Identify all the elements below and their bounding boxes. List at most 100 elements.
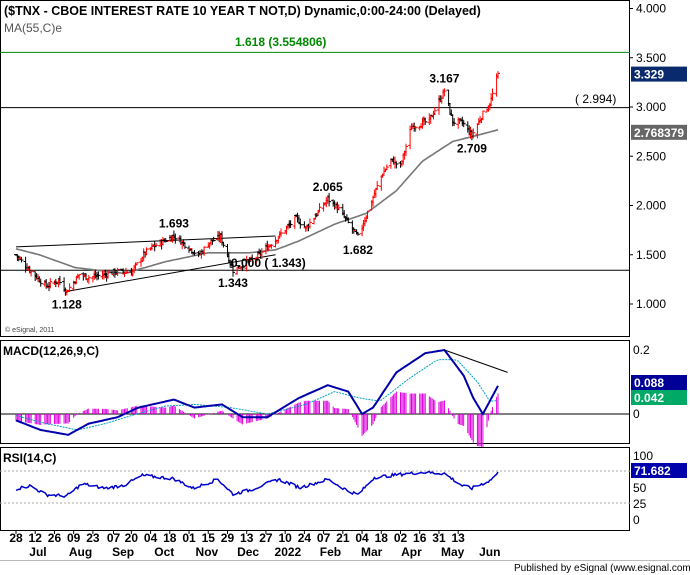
date-tick-label: 10 (278, 531, 292, 545)
price-axis-tick: 1.500 (636, 248, 666, 262)
date-tick-label: 29 (221, 531, 235, 545)
macd-axis-tick: 0.2 (633, 343, 650, 357)
date-tick-label: 28 (9, 531, 23, 545)
price-bar (346, 217, 351, 224)
price-bar (66, 291, 71, 293)
price-bar (29, 270, 34, 277)
price-bar (336, 204, 341, 210)
macd-panel (0, 340, 630, 444)
price-swing-label: 1.128 (52, 297, 82, 311)
month-label: Sep (112, 545, 134, 559)
month-label: Jun (479, 545, 500, 559)
price-bar (38, 278, 43, 287)
rsi-value-tag-box (631, 463, 687, 478)
rsi-axis-tick: 100 (633, 449, 653, 463)
signal-value-tag: 0.042 (634, 391, 664, 405)
chart-title: ($TNX - CBOE INTEREST RATE 10 YEAR T NOT… (4, 4, 481, 18)
price-bar (259, 248, 264, 259)
price-bar (144, 247, 149, 256)
price-bar (134, 262, 139, 266)
price-bar (375, 181, 380, 191)
month-label: Nov (196, 545, 219, 559)
rsi-axis-tick: 50 (633, 481, 647, 495)
price-axis-tick: 2.500 (636, 149, 666, 163)
fib-label: 1.618 (3.554806) (235, 35, 326, 49)
price-bar (250, 254, 255, 261)
macd-signal-line (15, 359, 499, 431)
date-tick-label: 24 (298, 531, 312, 545)
footer-text: Published by eSignal (www.esignal.com) (514, 563, 690, 574)
date-tick-label: 21 (336, 531, 350, 545)
month-label: Jul (29, 545, 46, 559)
price-swing-label: 1.343 (218, 276, 248, 290)
rsi-axis-tick: 0 (633, 513, 640, 527)
price-bar (413, 126, 418, 132)
price-bar (475, 123, 480, 139)
price-bar (115, 267, 120, 276)
date-tick-label: 13 (240, 531, 254, 545)
price-bar (182, 242, 187, 249)
date-tick-label: 16 (413, 531, 427, 545)
macd-panel-label: MACD(12,26,9,C) (3, 344, 99, 358)
month-label: Mar (361, 545, 383, 559)
price-bar (96, 271, 101, 280)
price-bar (365, 210, 370, 219)
price-bar (452, 118, 457, 126)
date-tick-label: 18 (163, 531, 177, 545)
last-price-tag: 3.329 (634, 68, 664, 82)
price-bar (57, 275, 62, 285)
month-label: Apr (401, 545, 422, 559)
support-line-label: 0.000 ( 1.343) (231, 256, 306, 270)
price-swing-label: 1.693 (159, 217, 189, 231)
price-bar (371, 196, 375, 207)
date-tick-label: 27 (259, 531, 273, 545)
price-axis-tick: 3.500 (636, 51, 666, 65)
macd-value-tag-box (631, 375, 687, 390)
price-swing-label: 2.709 (457, 142, 487, 156)
price-bar (461, 119, 466, 128)
date-tick-label: 04 (355, 531, 369, 545)
price-bar (19, 256, 24, 263)
price-bar (317, 203, 322, 213)
price-bar (480, 110, 485, 121)
macd-line (15, 348, 499, 436)
price-bar (181, 239, 186, 247)
month-label: May (441, 545, 465, 559)
price-bar (394, 162, 399, 169)
price-bar (355, 231, 360, 236)
rsi-axis-tick: 25 (633, 497, 647, 511)
price-bar (449, 109, 454, 116)
price-panel (0, 0, 630, 337)
price-bar (384, 164, 389, 171)
price-bar (173, 233, 178, 244)
price-bar (231, 263, 235, 277)
date-tick-label: 31 (432, 531, 446, 545)
macd-value-tag: 0.088 (634, 376, 664, 390)
price-bar (269, 244, 274, 249)
price-bar (48, 278, 53, 289)
price-axis-tick: 2.000 (636, 199, 666, 213)
price-bar (423, 117, 428, 125)
price-bar (442, 88, 447, 97)
price-bar (211, 236, 216, 241)
price-bar (298, 218, 303, 229)
price-bar (432, 107, 437, 115)
date-tick-label: 23 (86, 531, 100, 545)
price-bar (471, 128, 476, 139)
date-tick-label: 07 (107, 531, 121, 545)
price-bar (380, 174, 385, 178)
date-tick-label: 13 (451, 531, 465, 545)
month-label: Aug (69, 545, 92, 559)
price-bar (125, 270, 130, 274)
price-bar (404, 143, 408, 156)
price-bar (307, 218, 312, 229)
price-bar (288, 220, 293, 228)
trend-line (66, 254, 276, 292)
price-bar (292, 216, 297, 230)
last-price-tag-box (631, 66, 687, 82)
price-bar (490, 88, 495, 101)
rsi-line (15, 470, 499, 498)
watermark: © eSignal, 2011 (5, 326, 55, 334)
price-axis-tick: 1.000 (636, 297, 666, 311)
